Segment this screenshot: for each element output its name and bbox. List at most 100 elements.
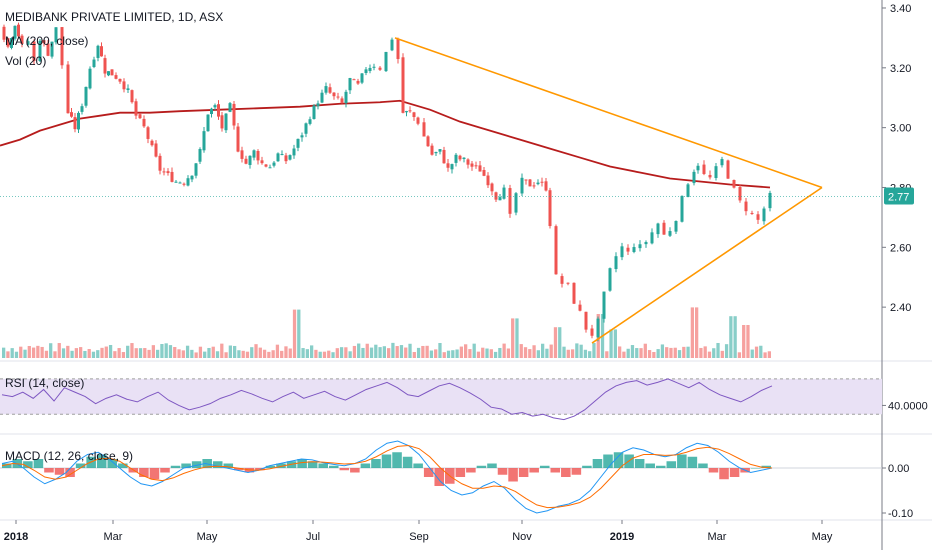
rsi-tick-label: 40.0000 — [888, 400, 928, 412]
candle-body — [572, 282, 576, 304]
candle-body — [462, 157, 466, 159]
candle-body — [502, 187, 506, 199]
candle-body — [118, 78, 122, 82]
candle-body — [336, 96, 340, 98]
price-tick-label: 3.20 — [890, 63, 911, 75]
volume-bar — [27, 345, 31, 358]
candle-body — [46, 43, 50, 56]
volume-bar — [575, 343, 579, 358]
macd-hist-bar — [592, 459, 603, 468]
volume-bar — [130, 343, 134, 358]
macd-hist-bar — [307, 461, 318, 468]
last-price-badge — [884, 187, 914, 205]
candle-body — [272, 162, 276, 166]
macd-hist-bar — [276, 463, 286, 468]
volume-bar — [335, 348, 339, 358]
volume-bar — [211, 346, 215, 358]
candle-body — [680, 195, 684, 222]
macd-label: MACD (12, 26, close, 9) — [5, 449, 134, 463]
candle-body — [756, 214, 760, 220]
volume-bar — [96, 350, 100, 358]
candle-body — [714, 166, 718, 178]
candle-body — [450, 164, 454, 170]
volume-bar — [185, 345, 190, 358]
macd-hist-bar — [666, 461, 677, 468]
candle-body — [154, 143, 158, 157]
candle-body — [142, 118, 146, 127]
volume-bar — [207, 347, 211, 358]
candle-body — [750, 212, 754, 214]
volume-bar — [126, 345, 130, 358]
volume-bar — [605, 351, 609, 358]
candle-body — [692, 171, 696, 184]
candle-body — [77, 112, 80, 130]
volume-bar — [673, 347, 677, 358]
legend-ma[interactable]: MA (200, close) — [5, 34, 88, 48]
volume-bar — [53, 351, 57, 358]
candle-body — [614, 256, 618, 270]
legend-macd[interactable]: MACD (12, 26, close, 9) — [5, 449, 133, 463]
volume-bar — [382, 346, 386, 358]
volume-bar — [703, 346, 707, 358]
macd-hist-bar — [234, 468, 244, 471]
macd-hist-bar — [44, 468, 54, 473]
volume-bar — [665, 347, 669, 358]
candle-body — [620, 246, 624, 258]
volume-bar — [613, 329, 617, 358]
candle-body — [390, 39, 394, 51]
legend-vol[interactable]: Vol (20) — [5, 54, 46, 68]
candle-body — [228, 103, 232, 112]
macd-hist-bar — [434, 468, 445, 486]
macd-hist-bar — [508, 468, 518, 482]
volume-bar — [622, 351, 626, 358]
volume-bar — [558, 327, 562, 358]
volume-bar — [647, 350, 652, 358]
candle-body — [696, 165, 700, 171]
candle-body — [92, 59, 96, 67]
volume-bar — [434, 349, 438, 358]
candle-body — [304, 123, 308, 134]
volume-bar — [357, 343, 361, 358]
legend-rsi[interactable]: RSI (14, close) — [5, 376, 84, 390]
candle-body — [292, 148, 296, 156]
rsi-line — [1, 378, 773, 421]
candle-body — [296, 138, 300, 148]
volume-bar — [746, 325, 750, 358]
candle-body — [412, 112, 416, 118]
candle-body — [50, 41, 54, 57]
macd-hist-bar — [571, 468, 582, 475]
candle-body — [288, 155, 292, 160]
candle-body — [332, 92, 336, 97]
candle-body — [312, 105, 316, 119]
candle-body — [146, 127, 150, 139]
ma-label: MA (200, close) — [5, 34, 89, 48]
macd-hist-bar — [518, 468, 529, 477]
candle-body — [256, 150, 260, 161]
volume-bar — [635, 348, 639, 358]
candle-body — [372, 66, 376, 68]
volume-bar — [677, 350, 682, 358]
volume-bar — [369, 347, 374, 358]
symbol-title[interactable]: MEDIBANK PRIVATE LIMITED, 1D, ASX — [5, 10, 224, 24]
candle-body — [608, 268, 612, 291]
macd-hist-bar — [476, 465, 487, 468]
candle-body — [170, 171, 174, 182]
macd-hist-bar — [212, 461, 223, 468]
volume-bar — [254, 344, 258, 358]
macd-hist-bar — [33, 459, 44, 468]
time-tick-label: Mar — [104, 531, 123, 543]
volume-bar — [549, 344, 553, 358]
candle-body — [650, 232, 654, 244]
candle-body — [220, 115, 224, 129]
volume-bar — [660, 344, 665, 358]
volume-bar — [241, 350, 245, 358]
time-tick-label: Nov — [512, 531, 532, 543]
volume-bar — [348, 351, 352, 358]
volume-bar — [481, 347, 485, 358]
candle-body — [60, 27, 64, 66]
candle-body — [458, 155, 462, 160]
candle-body — [590, 328, 594, 336]
volume-bar — [70, 350, 74, 358]
candle-body — [514, 193, 518, 213]
